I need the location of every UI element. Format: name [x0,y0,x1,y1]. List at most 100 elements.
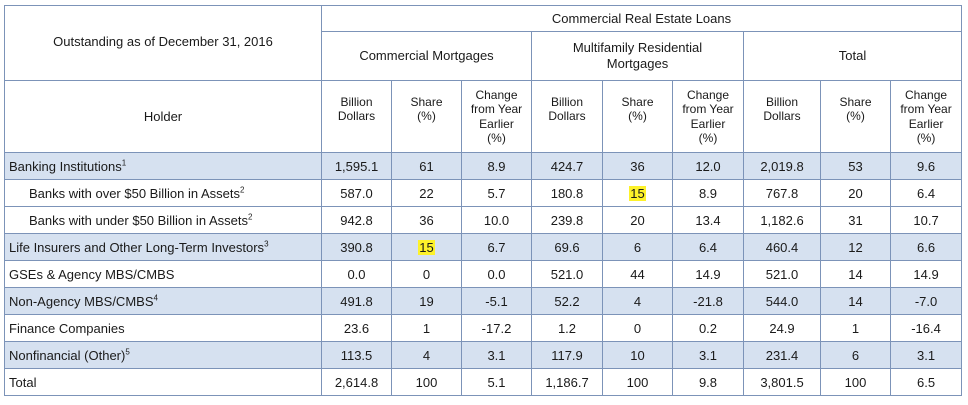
value-cell: 113.5 [321,341,392,369]
cell-value: 6.4 [698,239,718,255]
cell-value: 36 [630,158,645,174]
cell-value: 544.0 [765,293,799,309]
subcol-header-line: Change [905,87,948,102]
subcol-header-line: Billion [550,94,583,109]
holder-cell: Non-Agency MBS/CMBS4 [4,287,322,315]
subcol-header-0-1: Share (%) [391,80,462,153]
cell-value: 587.0 [340,185,373,201]
subcol-header-line: (%) [487,131,506,145]
value-cell: 3.1 [889,341,963,369]
cell-value: 180.8 [550,185,584,201]
value-cell: 231.4 [743,341,821,369]
cell-value: 23.6 [343,320,370,336]
cell-value: 460.4 [765,239,799,255]
cell-value: 44 [630,266,645,282]
subcol-header-1-2: Change from Year Earlier (%) [672,80,744,153]
holder-name: Total [9,374,37,390]
cell-value: 231.4 [765,347,799,363]
cell-value: 5.1 [487,374,506,390]
cell-value: 491.8 [340,293,373,309]
value-cell: 6 [602,233,673,261]
cell-value: 424.7 [550,158,584,174]
value-cell: 9.8 [672,368,744,396]
subcol-header-line: Earlier [479,116,514,131]
value-cell: 22 [391,179,462,207]
multifamily-header: Multifamily Residential Mortgages [531,31,744,81]
subcol-header-line: (%) [628,109,647,124]
cell-value: 4 [422,347,431,363]
value-cell: 14 [820,260,891,288]
subcol-header-line: Dollars [548,109,586,124]
cell-value: -16.4 [911,320,941,336]
footnote-marker: 1 [121,158,127,168]
subcol-header-2-2: Change from Year Earlier (%) [889,80,963,153]
cell-value: 9.8 [698,374,718,390]
value-cell: 390.8 [321,233,392,261]
value-cell: 100 [820,368,891,396]
cell-value: 3.1 [487,347,506,363]
commercial-mortgages-header: Commercial Mortgages [321,31,532,81]
value-cell: 36 [602,152,673,180]
value-cell: 12.0 [672,152,744,180]
footnote-marker: 4 [153,293,158,303]
value-cell: 69.6 [531,233,603,261]
cell-value: 0.0 [487,266,506,282]
value-cell: 6.5 [889,368,963,396]
highlighted-value: 15 [629,185,646,201]
value-cell: 23.6 [321,314,392,342]
multifamily-label-line1: Multifamily Residential [572,40,703,55]
cell-value: 0.2 [698,320,718,336]
value-cell: 6 [820,341,891,369]
subcol-header-line: from Year [900,102,952,116]
cell-value: 8.9 [487,158,506,174]
cell-value: 24.9 [769,320,795,336]
table-row: Banks with over $50 Billion in Assets2 58… [4,179,963,207]
cell-value: 14 [848,266,863,282]
value-cell: 53 [820,152,891,180]
cell-value: 10 [630,347,645,363]
value-cell: 6.4 [889,179,963,207]
value-cell: 491.8 [321,287,392,315]
cell-value: 10.0 [483,212,510,228]
cell-value: 53 [848,158,863,174]
value-cell: 9.6 [889,152,963,180]
commercial-mortgages-label: Commercial Mortgages [359,48,494,63]
value-cell: 180.8 [531,179,603,207]
total-group-label: Total [838,48,867,63]
value-cell: 20 [820,179,891,207]
subcol-header-line: Change [475,87,518,102]
value-cell: 24.9 [743,314,821,342]
holder-name: Nonfinancial (Other) [9,347,126,363]
subcol-header-line: Billion [340,94,373,109]
footnote-marker: 5 [125,347,130,357]
value-cell: 3,801.5 [743,368,821,396]
value-cell: 31 [820,206,891,234]
cell-value: 5.7 [487,185,506,201]
group-title: Commercial Real Estate Loans [551,10,732,26]
subcol-header-line: Earlier [690,116,726,131]
subcol-header-line: Share [410,94,443,109]
cell-value: 9.6 [916,158,936,174]
value-cell: 1 [391,314,462,342]
value-cell: 2,019.8 [743,152,821,180]
holder-cell: Life Insurers and Other Long-Term Invest… [4,233,322,261]
cell-value: 6 [851,347,860,363]
holder-name: Banks with under $50 Billion in Assets [29,212,248,228]
holder-label: Holder [143,108,183,124]
cell-value: 14.9 [913,266,939,282]
value-cell: 10.0 [461,206,532,234]
value-cell: 12 [820,233,891,261]
value-cell: 44 [602,260,673,288]
value-cell: 14.9 [672,260,744,288]
value-cell: 0 [602,314,673,342]
cell-value: 12.0 [695,158,721,174]
cell-value: -5.1 [485,293,508,309]
value-cell: 4 [602,287,673,315]
cell-value: 6 [633,239,642,255]
cell-value: 767.8 [765,185,799,201]
multifamily-label-line2: Mortgages [606,56,669,71]
cell-value: 239.8 [550,212,584,228]
subcol-header-line: (%) [417,109,436,124]
cell-value: 100 [626,374,649,390]
cell-value: 113.5 [340,347,373,363]
